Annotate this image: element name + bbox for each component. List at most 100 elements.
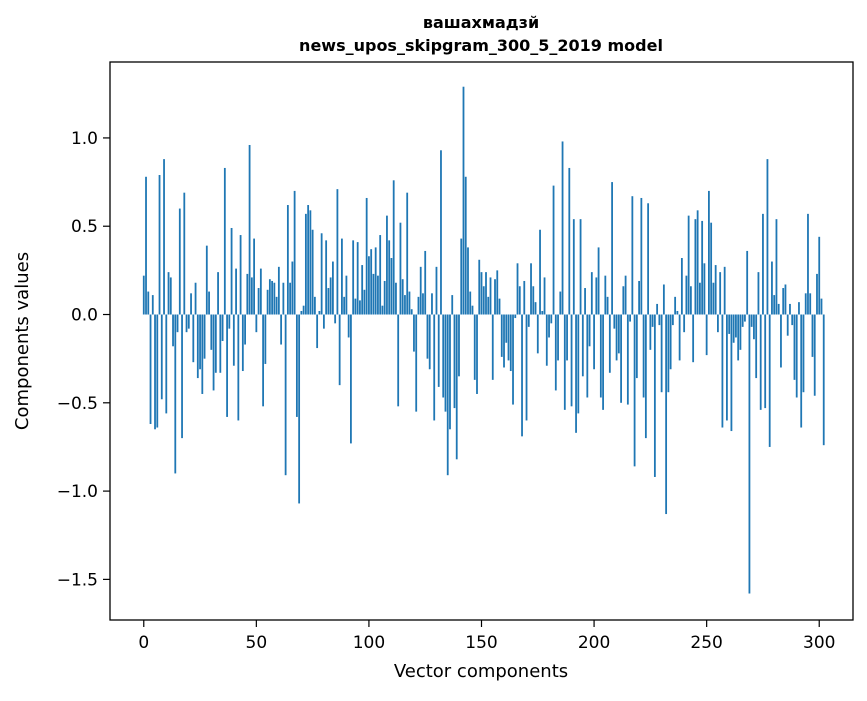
bar-87 <box>338 314 341 386</box>
x-tick-label-5: 250 <box>690 633 722 653</box>
bar-170 <box>525 314 528 421</box>
bar-58 <box>273 282 276 315</box>
bar-73 <box>307 205 310 315</box>
bar-138 <box>453 314 456 409</box>
bar-229 <box>658 314 661 326</box>
bar-135 <box>446 314 449 476</box>
bar-218 <box>633 314 636 467</box>
bar-269 <box>748 314 751 594</box>
bar-46 <box>246 273 249 315</box>
bar-182 <box>552 185 555 315</box>
bar-292 <box>800 314 803 428</box>
bar-208 <box>611 182 613 315</box>
bar-163 <box>509 314 512 372</box>
bar-45 <box>244 314 246 345</box>
bar-299 <box>816 273 818 315</box>
bar-7 <box>158 175 161 315</box>
bar-91 <box>347 314 350 338</box>
bar-12 <box>169 277 172 315</box>
bar-294 <box>804 293 807 315</box>
bar-242 <box>687 215 690 315</box>
bar-177 <box>541 310 544 315</box>
bar-261 <box>730 314 733 432</box>
bar-161 <box>505 314 508 343</box>
bar-219 <box>635 314 638 379</box>
bar-141 <box>460 238 463 315</box>
bar-50 <box>255 314 258 333</box>
bar-124 <box>422 293 424 315</box>
bar-89 <box>343 296 346 315</box>
bar-183 <box>554 314 557 391</box>
bar-205 <box>604 275 607 315</box>
y-tick-label-2: −0.5 <box>57 394 98 414</box>
bar-112 <box>395 282 397 315</box>
bar-27 <box>203 314 206 359</box>
bar-127 <box>428 314 431 370</box>
bar-221 <box>640 197 643 315</box>
bar-92 <box>350 314 352 444</box>
bar-49 <box>253 238 255 315</box>
bar-48 <box>250 277 253 315</box>
bar-285 <box>784 284 787 315</box>
bar-206 <box>606 296 609 315</box>
bar-224 <box>647 203 650 315</box>
bar-63 <box>284 314 287 476</box>
bar-133 <box>442 314 445 398</box>
bar-217 <box>631 196 634 315</box>
bar-271 <box>753 314 755 340</box>
bar-120 <box>413 314 415 352</box>
bar-9 <box>163 159 165 315</box>
bar-236 <box>674 296 677 315</box>
bar-240 <box>683 314 686 333</box>
bar-19 <box>185 314 188 333</box>
x-tick-label-2: 100 <box>353 633 385 653</box>
bar-59 <box>275 296 278 315</box>
bar-56 <box>268 279 271 315</box>
bar-35 <box>221 314 224 341</box>
bar-153 <box>487 296 490 315</box>
bar-30 <box>210 314 213 350</box>
x-axis-ticks: 0 50 100 150 200 250 300 <box>138 620 835 653</box>
bar-82 <box>327 288 330 315</box>
bar-194 <box>579 219 582 315</box>
bar-24 <box>196 314 199 379</box>
bar-220 <box>638 280 641 315</box>
bar-270 <box>750 314 753 327</box>
bar-119 <box>410 309 413 315</box>
bar-298 <box>813 314 816 396</box>
bar-4 <box>151 295 154 315</box>
bar-94 <box>354 298 357 315</box>
bar-26 <box>201 314 204 394</box>
bar-295 <box>807 213 809 315</box>
bar-201 <box>595 277 598 315</box>
bar-195 <box>581 314 584 377</box>
bar-156 <box>494 279 496 315</box>
bar-214 <box>624 275 627 315</box>
bar-200 <box>593 314 595 370</box>
bar-104 <box>377 275 379 315</box>
bar-129 <box>433 314 436 421</box>
bar-13 <box>172 314 174 347</box>
bar-145 <box>469 291 472 315</box>
bar-142 <box>462 86 465 315</box>
bar-139 <box>455 314 458 460</box>
bar-15 <box>176 314 179 333</box>
bar-34 <box>219 314 222 373</box>
bar-248 <box>701 220 704 315</box>
bar-244 <box>692 314 695 363</box>
bar-68 <box>295 314 298 417</box>
x-tick-label-6: 300 <box>803 633 835 653</box>
chart-title-line2: news_upos_skipgram_300_5_2019 model <box>299 36 663 55</box>
bar-253 <box>712 282 715 315</box>
bar-167 <box>518 286 521 315</box>
bar-11 <box>167 272 170 315</box>
bar-62 <box>282 282 285 315</box>
bar-115 <box>401 279 404 315</box>
bar-148 <box>476 314 478 394</box>
bar-90 <box>345 275 348 315</box>
bar-278 <box>768 314 771 447</box>
bar-122 <box>417 296 420 315</box>
bar-37 <box>226 314 228 417</box>
bar-33 <box>217 272 219 315</box>
